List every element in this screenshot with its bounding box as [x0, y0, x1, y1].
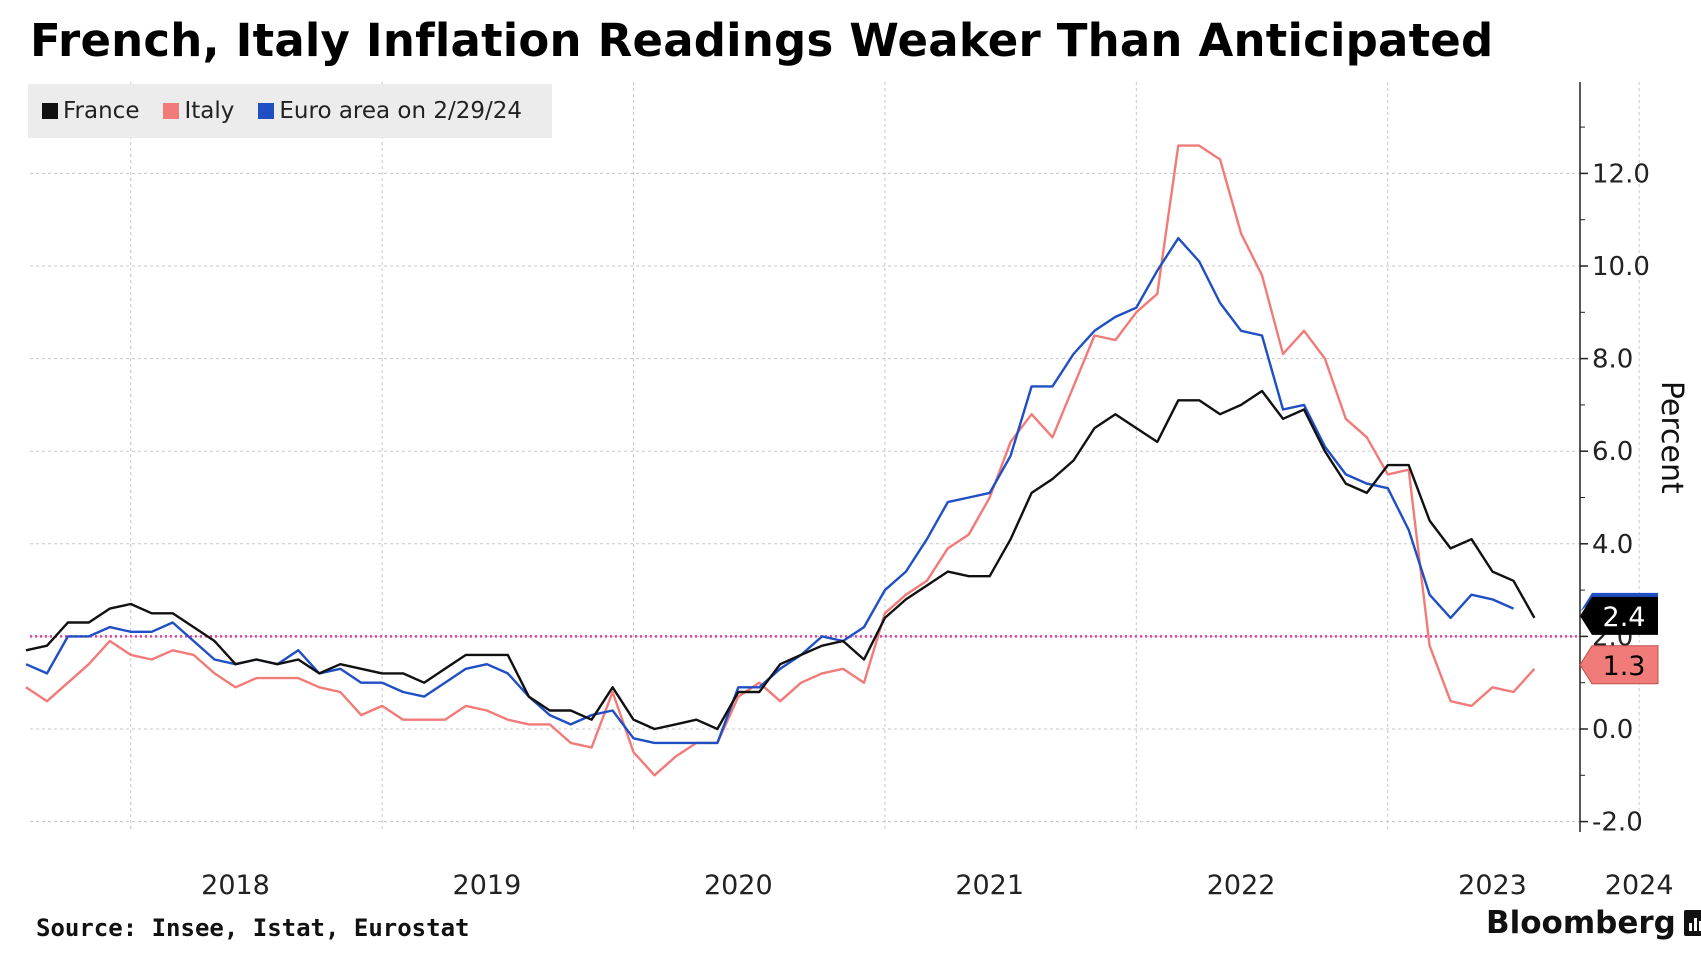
series-lines [25, 144, 1536, 777]
legend-swatch [42, 103, 58, 119]
legend-label: Euro area on 2/29/24 [279, 98, 523, 124]
legend-item: Italy [163, 98, 234, 124]
y-tick-label: 0.0 [1592, 715, 1633, 745]
y-axis-label: Percent [1654, 381, 1689, 494]
bloomberg-terminal-icon [1683, 910, 1701, 936]
end-label-tag [1579, 645, 1659, 685]
source-note: Source: Insee, Istat, Eurostat [36, 914, 470, 942]
end-label-value: 1.3 [1603, 651, 1646, 682]
x-tick-label: 2024 [1605, 870, 1674, 901]
y-tick-label: 4.0 [1592, 530, 1633, 560]
chart-title: French, Italy Inflation Readings Weaker … [30, 14, 1494, 67]
x-tick-label: 2019 [453, 870, 522, 901]
legend-label: France [63, 98, 140, 124]
series-line-france [25, 389, 1536, 731]
legend: France Italy Euro area on 2/29/24 [28, 84, 552, 138]
x-axis: 2018 2019 2020 2021 2022 2023 2024 [201, 870, 1673, 901]
x-tick-label: 2020 [704, 870, 773, 901]
x-tick-label: 2023 [1458, 870, 1527, 901]
y-tick-label: -2.0 [1592, 808, 1643, 838]
series-line-euro [25, 236, 1514, 745]
end-label-value: 2.4 [1603, 602, 1646, 633]
x-tick-label: 2018 [201, 870, 270, 901]
y-tick-label: 12.0 [1592, 159, 1650, 189]
series-line-italy [25, 144, 1536, 777]
y-tick-label: 8.0 [1592, 345, 1633, 375]
brand-label: Bloomberg [1486, 905, 1676, 941]
legend-label: Italy [184, 98, 235, 124]
end-labels: 2.4 1.3 [1579, 592, 1659, 685]
bloomberg-logo: Bloomberg [1486, 905, 1701, 941]
x-tick-label: 2022 [1207, 870, 1276, 901]
y-tick-label: 6.0 [1592, 437, 1633, 467]
x-tick-label: 2021 [955, 870, 1024, 901]
grid [30, 82, 1640, 832]
legend-item: Euro area on 2/29/24 [258, 98, 522, 124]
y-tick-label: 10.0 [1592, 252, 1650, 282]
end-label-tag [1580, 596, 1658, 635]
legend-swatch [258, 103, 275, 119]
legend-item: France [42, 98, 139, 124]
legend-swatch [163, 103, 180, 119]
